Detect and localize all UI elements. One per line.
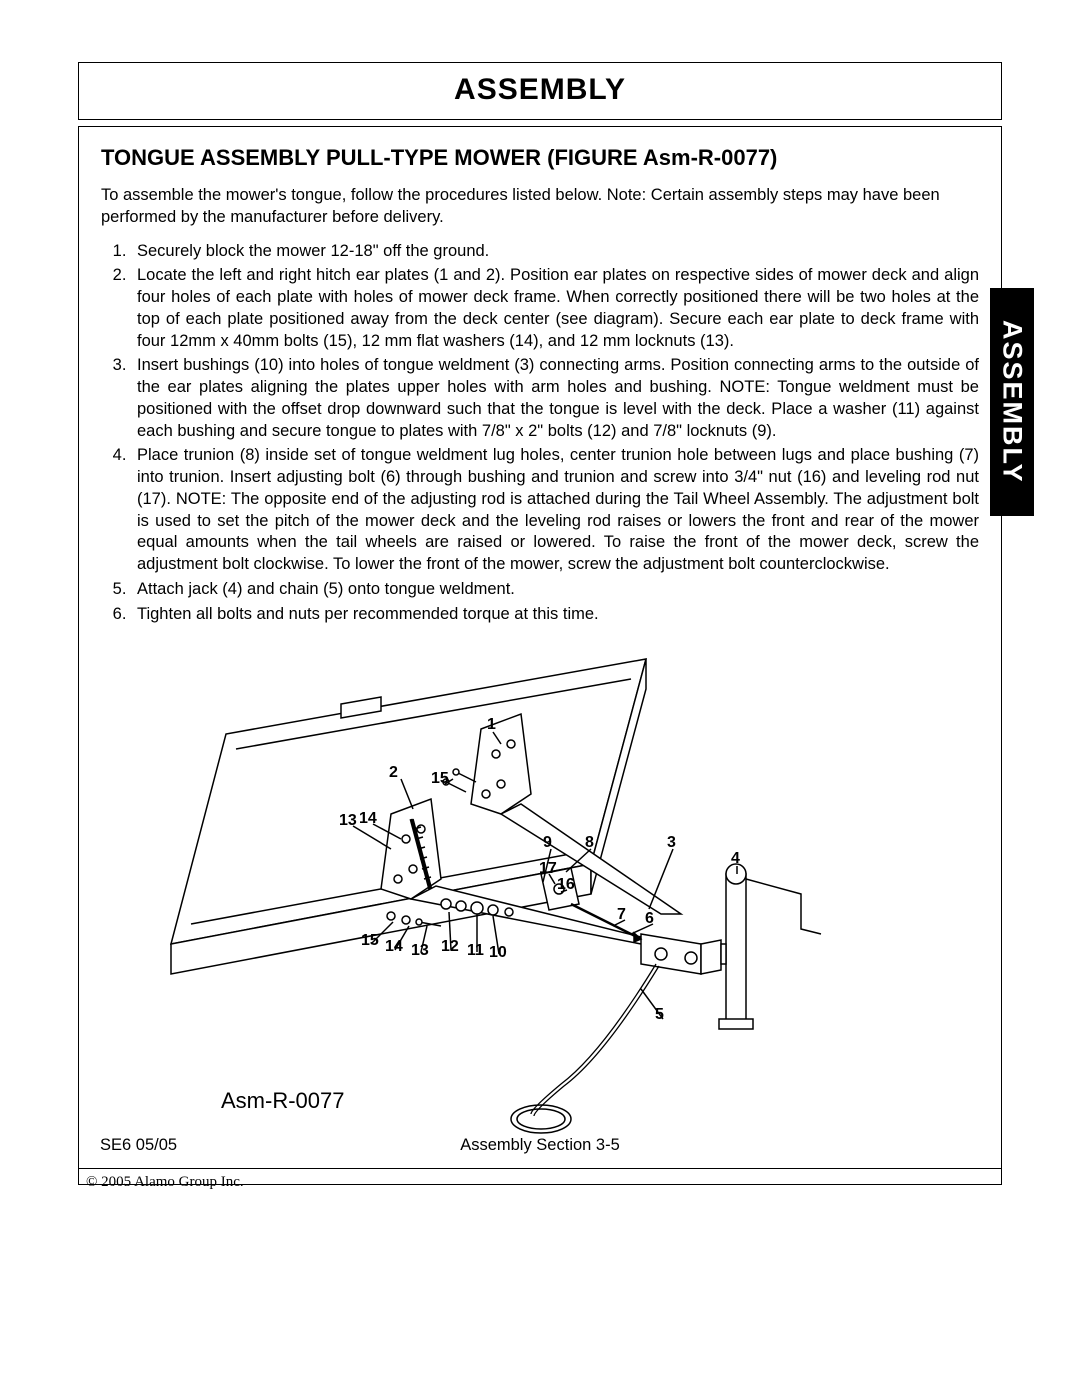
callout: 1 (487, 716, 496, 734)
content-frame: TONGUE ASSEMBLY PULL-TYPE MOWER (FIGURE … (78, 126, 1002, 1185)
callout: 5 (655, 1006, 664, 1024)
assembly-steps-list: Securely block the mower 12-18" off the … (131, 241, 979, 626)
copyright: © 2005 Alamo Group Inc. (86, 1174, 244, 1191)
footer-rule (78, 1168, 1002, 1169)
callout: 17 (539, 860, 557, 878)
step-item: Tighten all bolts and nuts per recommend… (131, 604, 979, 626)
footer-center: Assembly Section 3-5 (0, 1136, 1080, 1155)
section-heading: TONGUE ASSEMBLY PULL-TYPE MOWER (FIGURE … (101, 145, 979, 171)
callout: 11 (467, 942, 484, 960)
diagram-svg (101, 644, 981, 1144)
callout: 14 (385, 938, 403, 956)
step-item: Place trunion (8) inside set of tongue w… (131, 445, 979, 576)
callout: 4 (731, 850, 740, 868)
callout: 2 (389, 764, 398, 782)
step-item: Locate the left and right hitch ear plat… (131, 265, 979, 352)
page-title: ASSEMBLY (79, 73, 1001, 107)
callout: 7 (617, 906, 626, 924)
step-item: Attach jack (4) and chain (5) onto tongu… (131, 579, 979, 601)
intro-paragraph: To assemble the mower's tongue, follow t… (101, 185, 979, 229)
callout: 14 (359, 810, 377, 828)
step-item: Securely block the mower 12-18" off the … (131, 241, 979, 263)
callout: 15 (431, 770, 449, 788)
figure-diagram: 1 2 15 13 14 9 8 3 4 17 16 7 6 15 14 13 … (101, 644, 979, 1144)
figure-id-label: Asm-R-0077 (221, 1088, 344, 1114)
page-title-box: ASSEMBLY (79, 63, 1001, 119)
callout: 13 (411, 942, 429, 960)
callout: 9 (543, 834, 552, 852)
title-frame: ASSEMBLY (78, 62, 1002, 120)
callout: 15 (361, 932, 379, 950)
callout: 6 (645, 910, 654, 928)
callout: 8 (585, 834, 594, 852)
step-item: Insert bushings (10) into holes of tongu… (131, 355, 979, 442)
callout: 3 (667, 834, 676, 852)
callout: 12 (441, 938, 459, 956)
callout: 10 (489, 944, 507, 962)
section-tab: ASSEMBLY (990, 288, 1034, 516)
callout: 16 (557, 876, 575, 894)
callout: 13 (339, 812, 357, 830)
